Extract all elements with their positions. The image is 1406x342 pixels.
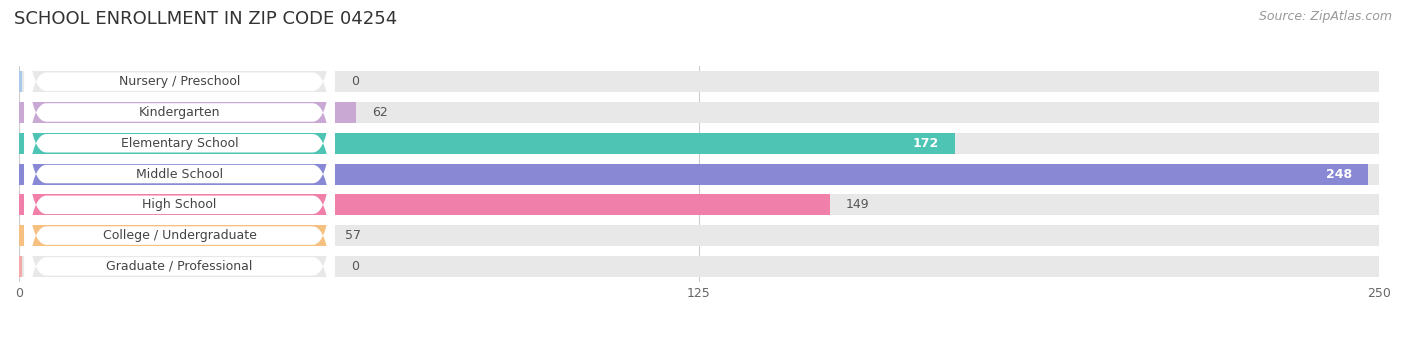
Bar xyxy=(20,256,21,277)
Text: 0: 0 xyxy=(352,260,359,273)
Text: 57: 57 xyxy=(346,229,361,242)
Bar xyxy=(20,225,1379,246)
Text: 172: 172 xyxy=(912,137,938,150)
FancyBboxPatch shape xyxy=(24,91,335,319)
Text: 62: 62 xyxy=(373,106,388,119)
Text: Nursery / Preschool: Nursery / Preschool xyxy=(118,75,240,88)
Text: 0: 0 xyxy=(352,75,359,88)
Text: Middle School: Middle School xyxy=(136,168,224,181)
Bar xyxy=(20,102,356,123)
Text: 248: 248 xyxy=(1326,168,1351,181)
FancyBboxPatch shape xyxy=(24,60,335,288)
Text: 149: 149 xyxy=(846,198,869,211)
Text: High School: High School xyxy=(142,198,217,211)
Bar xyxy=(20,194,1379,215)
FancyBboxPatch shape xyxy=(24,0,335,226)
FancyBboxPatch shape xyxy=(24,29,335,257)
Bar xyxy=(20,194,830,215)
Bar xyxy=(20,71,21,92)
Text: Source: ZipAtlas.com: Source: ZipAtlas.com xyxy=(1258,10,1392,23)
FancyBboxPatch shape xyxy=(24,122,335,342)
Bar xyxy=(20,225,329,246)
Text: Kindergarten: Kindergarten xyxy=(139,106,221,119)
Bar xyxy=(20,256,1379,277)
Bar xyxy=(20,102,1379,123)
Bar xyxy=(20,133,1379,154)
FancyBboxPatch shape xyxy=(24,153,335,342)
Text: Elementary School: Elementary School xyxy=(121,137,238,150)
Bar xyxy=(20,163,1379,184)
Bar xyxy=(20,71,1379,92)
FancyBboxPatch shape xyxy=(24,0,335,196)
Text: College / Undergraduate: College / Undergraduate xyxy=(103,229,256,242)
Text: SCHOOL ENROLLMENT IN ZIP CODE 04254: SCHOOL ENROLLMENT IN ZIP CODE 04254 xyxy=(14,10,398,28)
Bar xyxy=(20,163,1368,184)
Bar xyxy=(20,133,955,154)
Text: Graduate / Professional: Graduate / Professional xyxy=(107,260,253,273)
